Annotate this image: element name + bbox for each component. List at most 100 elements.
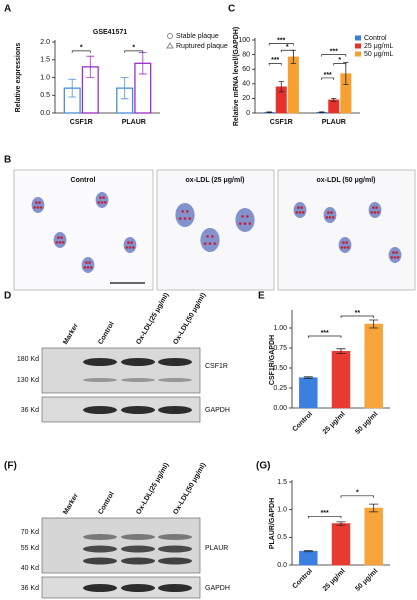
- lipid-droplet: [328, 216, 332, 219]
- cell: [53, 232, 67, 248]
- chart-title: GSE41571: [93, 29, 127, 36]
- lane-label: Marker: [62, 322, 80, 346]
- band: [158, 584, 192, 592]
- micrograph-label: ox-LDL (50 μg/ml): [317, 177, 376, 184]
- y-axis-label: PLAUR/GAPDH: [269, 498, 276, 549]
- x-tick-label: 25 μg/ml: [322, 568, 347, 593]
- protein-label: GAPDH: [205, 585, 230, 592]
- lipid-droplet: [131, 246, 135, 249]
- y-tick-label: 2.0: [40, 39, 50, 46]
- x-tick-label: Control: [292, 411, 315, 434]
- lipid-droplet: [298, 211, 302, 214]
- cell: [388, 247, 402, 263]
- lipid-droplet: [327, 211, 330, 214]
- blot-f: Marker Control Ox-LDL(25 μg/ml) Ox-LDL(50 μ…: [21, 462, 230, 599]
- error-bar: [278, 81, 284, 93]
- panel-label: B: [4, 155, 11, 166]
- significance-bracket: [124, 50, 144, 53]
- y-tick-label: 0.75: [273, 345, 287, 352]
- band: [158, 557, 192, 565]
- band: [83, 358, 117, 366]
- significance-label: ***: [321, 510, 329, 517]
- x-tick-label: Control: [292, 568, 315, 591]
- y-tick-label: 1.00: [273, 325, 287, 332]
- lipid-droplet: [238, 222, 242, 225]
- y-axis-label: Relative expressions: [15, 43, 22, 113]
- lipid-droplet: [375, 206, 378, 209]
- significance-bracket: [307, 335, 342, 338]
- lipid-droplet: [370, 211, 374, 214]
- lipid-droplet: [295, 211, 299, 214]
- lipid-droplet: [85, 261, 88, 264]
- lane-label: Ox-LDL(25 μg/ml): [135, 462, 170, 516]
- lipid-droplet: [373, 211, 377, 214]
- lipid-droplet: [61, 241, 65, 244]
- blot-d: Marker Control Ox-LDL(25 μg/ml) Ox-LDL(50 μ…: [17, 292, 230, 423]
- significance-label: **: [355, 310, 361, 317]
- significance-label: *: [338, 57, 341, 64]
- lipid-droplet: [99, 196, 102, 199]
- lipid-droplet: [346, 246, 350, 249]
- y-tick-label: 0.00: [273, 405, 287, 412]
- panel-label: (G): [256, 461, 270, 472]
- error-bar: [303, 376, 313, 379]
- significance-label: ***: [277, 37, 285, 44]
- lipid-droplet: [396, 256, 400, 259]
- marker-label: 180 Kd: [17, 356, 39, 363]
- y-tick-label: 1.0: [277, 507, 287, 514]
- lipid-droplet: [342, 241, 345, 244]
- lipid-droplet: [203, 242, 207, 245]
- lipid-droplet: [103, 201, 107, 204]
- y-tick-label: 80: [242, 51, 250, 58]
- legend-label: Ruptured plaque: [176, 43, 228, 50]
- y-tick-label: 40: [242, 81, 250, 88]
- lipid-droplet: [243, 222, 247, 225]
- marker-label: 40 Kd: [21, 565, 39, 572]
- band: [158, 406, 192, 414]
- bar: [331, 350, 351, 409]
- lipid-droplet: [33, 206, 37, 209]
- error-bar: [343, 62, 349, 85]
- band: [83, 534, 117, 540]
- legend-label: Control: [364, 35, 387, 42]
- lipid-droplet: [393, 256, 397, 259]
- lipid-droplet: [372, 206, 375, 209]
- significance-bracket: [71, 50, 91, 53]
- lipid-droplet: [55, 241, 59, 244]
- lipid-droplet: [58, 241, 62, 244]
- legend-key: [167, 33, 173, 39]
- cell: [123, 237, 137, 253]
- lipid-droplet: [100, 201, 104, 204]
- lane-label: Ox-LDL(25 μg/ml): [135, 292, 170, 346]
- significance-label: ***: [330, 48, 338, 55]
- bar: [364, 323, 383, 409]
- lane-label: Ox-LDL(50 μg/ml): [172, 462, 207, 516]
- y-tick-label: 0: [246, 110, 250, 117]
- lane-label: Ox-LDL(50 μg/ml): [172, 292, 207, 346]
- y-tick-label: 0.50: [273, 365, 287, 372]
- significance-bracket: [333, 63, 347, 66]
- error-bar: [120, 77, 129, 100]
- significance-label: *: [356, 490, 359, 497]
- band: [158, 378, 192, 382]
- error-bar: [68, 78, 77, 98]
- lipid-droplet: [86, 266, 90, 269]
- marker-label: 70 Kd: [21, 529, 39, 536]
- bar: [299, 377, 318, 409]
- cell: [338, 237, 352, 253]
- error-bar: [369, 319, 379, 329]
- band: [121, 358, 155, 366]
- lipid-droplet: [343, 246, 347, 249]
- lipid-droplet: [241, 215, 244, 218]
- significance-label: *: [132, 45, 135, 52]
- blot: [41, 576, 201, 599]
- significance-label: *: [80, 45, 83, 52]
- error-bar: [303, 550, 313, 553]
- band: [158, 358, 192, 366]
- y-axis-label: Relative mRNA level/(GAPDH): [233, 27, 240, 126]
- lipid-droplet: [186, 210, 189, 213]
- lipid-droplet: [345, 241, 348, 244]
- band: [121, 378, 155, 382]
- lipid-droplet: [188, 217, 192, 220]
- lipid-droplet: [246, 215, 249, 218]
